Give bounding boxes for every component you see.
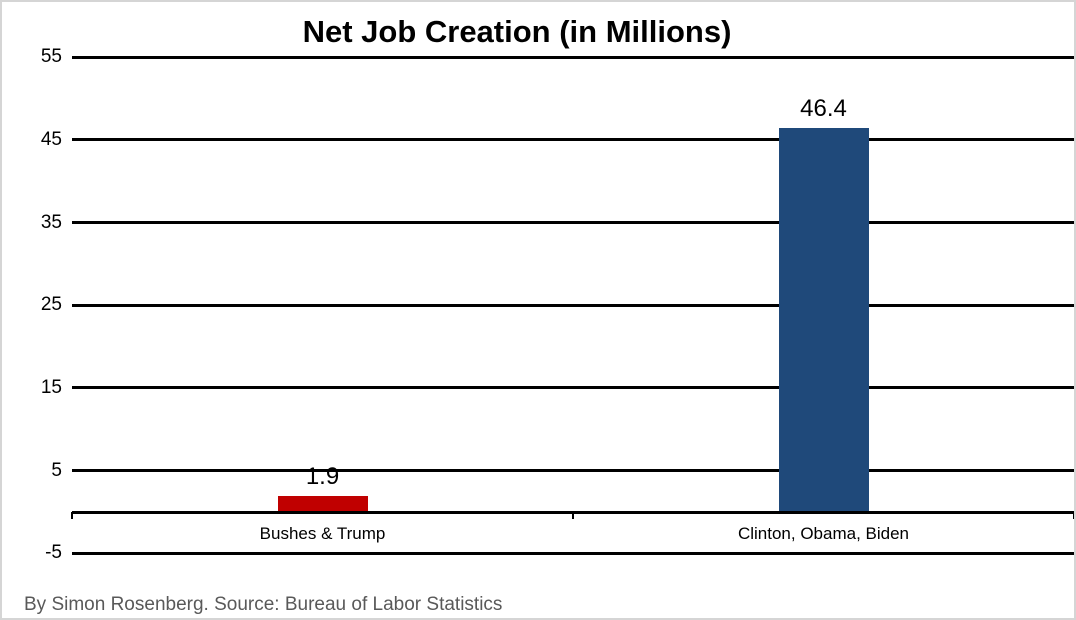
gridline — [72, 386, 1074, 390]
source-note: By Simon Rosenberg. Source: Bureau of La… — [24, 594, 503, 615]
gridline — [72, 469, 1074, 473]
gridline — [72, 55, 1074, 59]
y-axis-tick-label: -5 — [45, 542, 62, 564]
gridline — [72, 551, 1074, 555]
chart-title: Net Job Creation (in Millions) — [302, 14, 732, 49]
category-axis-label: Bushes & Trump — [259, 524, 386, 543]
y-axis-tick-label: 5 — [51, 459, 62, 481]
x-axis-tick — [572, 512, 574, 519]
gridline — [72, 138, 1074, 142]
x-axis-tick — [71, 512, 73, 519]
bar-value-label: 1.9 — [305, 463, 340, 491]
category-axis-label: Clinton, Obama, Biden — [737, 524, 910, 543]
y-axis-tick-label: 25 — [40, 294, 62, 316]
gridline — [72, 221, 1074, 225]
y-axis-tick-label: 35 — [40, 211, 62, 233]
x-axis-tick — [1073, 512, 1074, 519]
bar — [778, 128, 869, 511]
bar-value-label: 46.4 — [800, 95, 847, 123]
gridline — [72, 303, 1074, 307]
y-axis-tick-label: 15 — [40, 376, 62, 398]
y-axis-tick-label: 55 — [40, 46, 62, 68]
bar — [277, 496, 368, 511]
y-axis-tick-label: 45 — [40, 128, 62, 150]
